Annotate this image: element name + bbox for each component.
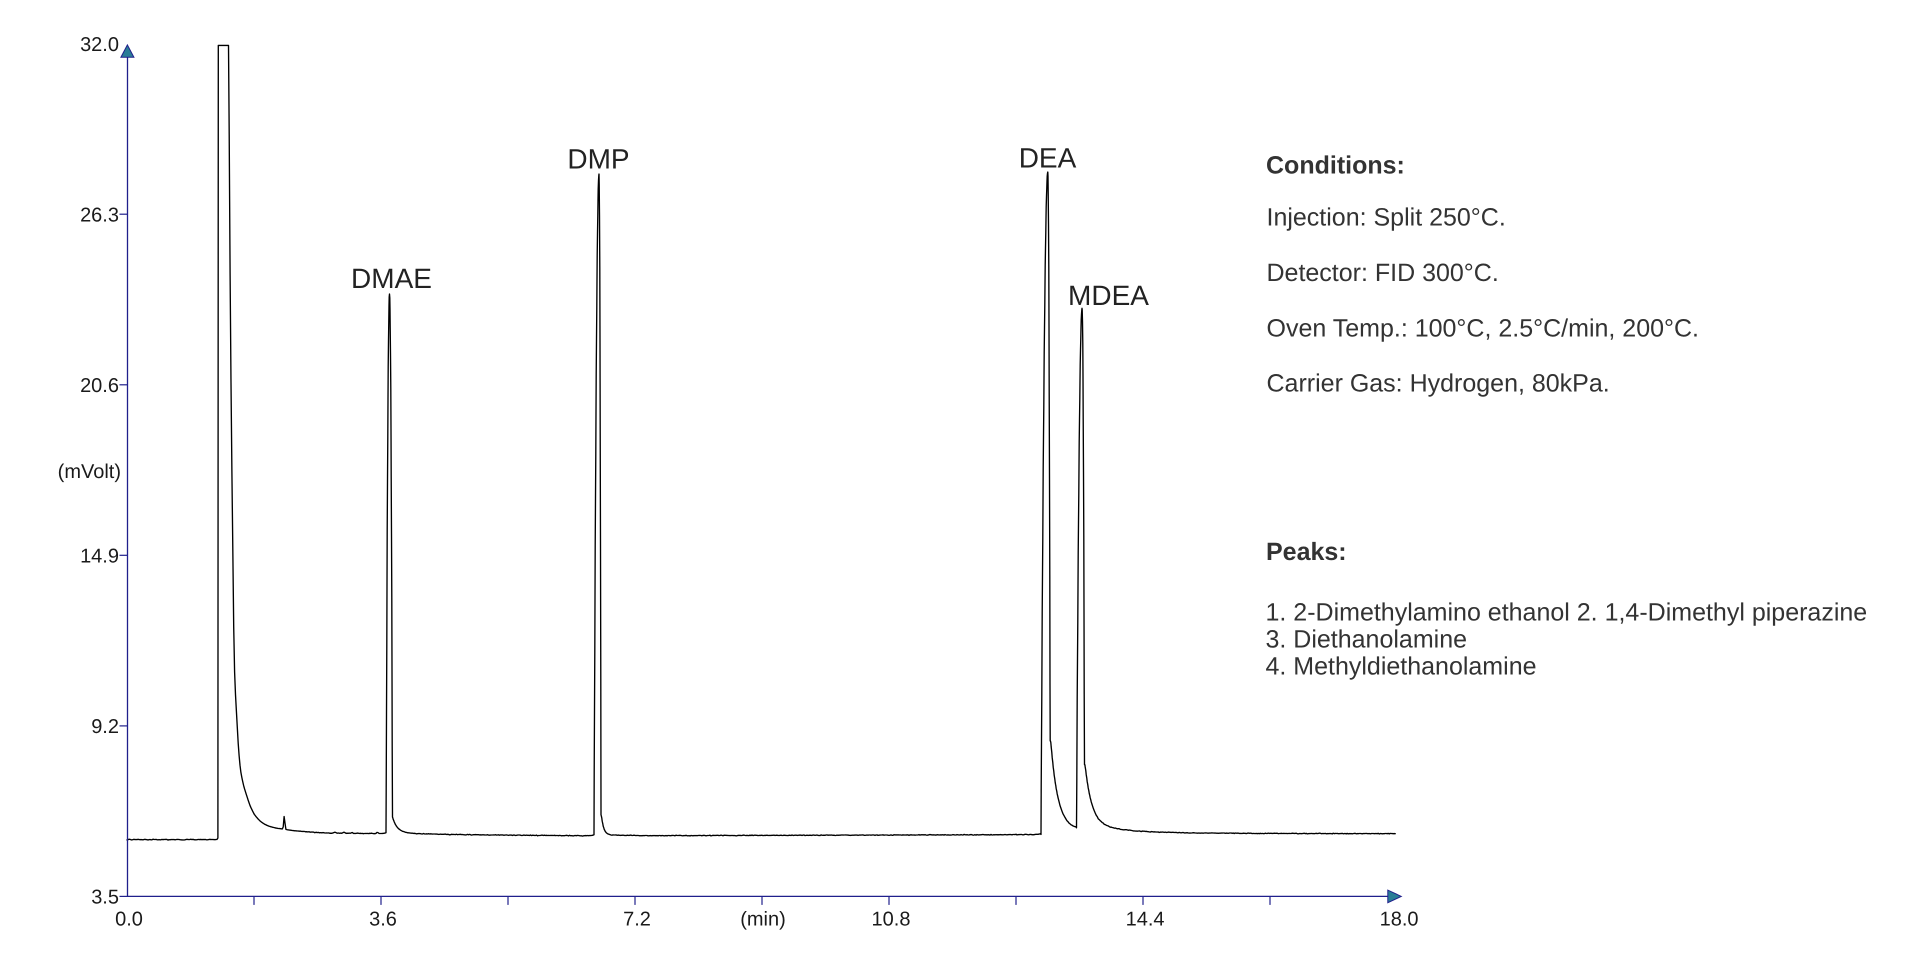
svg-text:Carrier Gas: Hydrogen, 80kPa.: Carrier Gas: Hydrogen, 80kPa. xyxy=(1267,370,1610,398)
svg-text:0.0: 0.0 xyxy=(115,909,143,931)
svg-text:9.2: 9.2 xyxy=(91,716,119,738)
svg-text:Conditions:: Conditions: xyxy=(1266,151,1405,179)
svg-text:DMP: DMP xyxy=(567,144,629,175)
svg-text:Injection: Split 250°C.: Injection: Split 250°C. xyxy=(1267,204,1506,232)
svg-text:(mVolt): (mVolt) xyxy=(58,461,121,483)
svg-text:26.3: 26.3 xyxy=(80,205,119,227)
svg-text:3. Diethanolamine: 3. Diethanolamine xyxy=(1266,626,1468,654)
svg-text:Peaks:: Peaks: xyxy=(1266,538,1347,566)
svg-text:32.0: 32.0 xyxy=(80,34,119,56)
svg-text:1. 2-Dimethylamino ethanol 2.: 1. 2-Dimethylamino ethanol 2. 1,4-Dimeth… xyxy=(1266,599,1868,627)
svg-text:DEA: DEA xyxy=(1019,142,1077,173)
svg-text:MDEA: MDEA xyxy=(1068,280,1149,311)
svg-text:14.9: 14.9 xyxy=(80,546,119,568)
svg-text:Oven Temp.: 100°C, 2.5°C/min,: Oven Temp.: 100°C, 2.5°C/min, 200°C. xyxy=(1267,314,1700,342)
svg-text:10.8: 10.8 xyxy=(872,909,911,931)
svg-text:18.0: 18.0 xyxy=(1380,909,1419,931)
svg-text:20.6: 20.6 xyxy=(80,375,119,397)
svg-text:DMAE: DMAE xyxy=(351,263,432,294)
svg-text:7.2: 7.2 xyxy=(623,909,651,931)
svg-text:3.6: 3.6 xyxy=(369,909,397,931)
svg-text:(min): (min) xyxy=(740,909,786,931)
svg-text:4. Methyldiethanolamine: 4. Methyldiethanolamine xyxy=(1266,652,1537,680)
svg-text:Detector: FID 300°C.: Detector: FID 300°C. xyxy=(1267,259,1499,287)
svg-text:14.4: 14.4 xyxy=(1126,909,1165,931)
svg-text:3.5: 3.5 xyxy=(91,887,119,909)
